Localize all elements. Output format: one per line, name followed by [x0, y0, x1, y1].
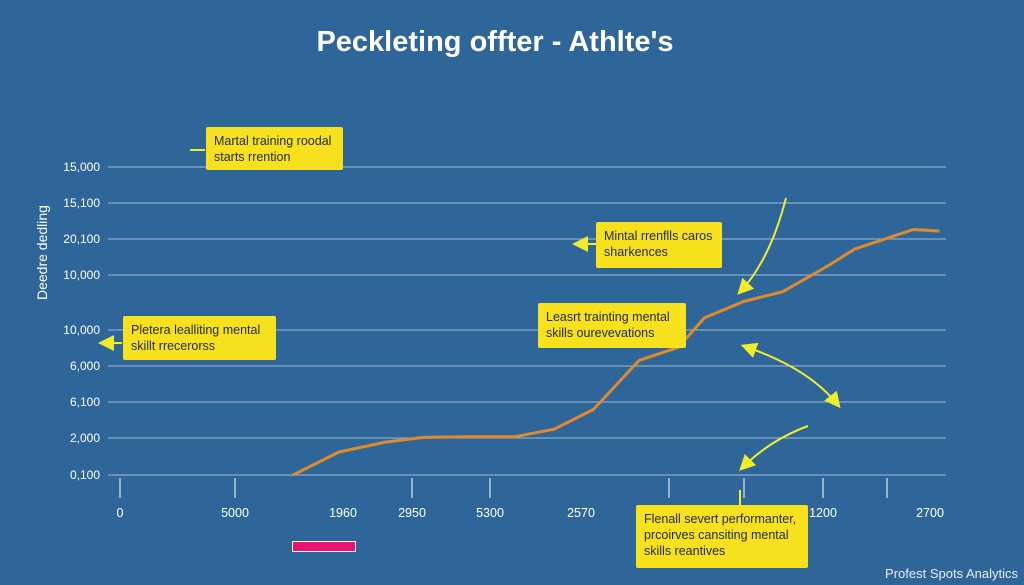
- y-tick-label: 6,100: [70, 395, 100, 409]
- y-tick-label: 15,100: [63, 196, 100, 210]
- y-tick-label: 6,000: [70, 359, 100, 373]
- annotation-a2: Mintal rrenflls caros sharkences: [596, 222, 722, 268]
- y-tick-label: 0,100: [70, 468, 100, 482]
- x-tick-label: 2570: [567, 506, 595, 520]
- x-tick-label: 1960: [329, 506, 357, 520]
- series-line: [292, 228, 940, 477]
- series-layer: [292, 228, 940, 477]
- annotation-a3-line1: Pletera lealliting mental: [131, 323, 261, 337]
- annotation-a5-line2: prcoirves cansiting mental: [644, 528, 789, 542]
- footer-credit: Profest Spots Analytics: [885, 566, 1018, 581]
- annotation-a5: Flenall severt performanter, prcoirves c…: [636, 505, 808, 568]
- x-tick-label: 2700: [916, 506, 944, 520]
- annotation-a4: Leasrt trainting mental skills ourevevat…: [538, 303, 686, 348]
- x-tick-label: 5000: [221, 506, 249, 520]
- y-tick-label: 10,000: [63, 323, 100, 337]
- x-tick-label: 5300: [476, 506, 504, 520]
- annotation-a4-line1: Leasrt trainting mental: [546, 310, 670, 324]
- arrow-curve-low: [739, 425, 809, 471]
- annotation-a1: Martal training roodal starts rrention: [206, 127, 343, 170]
- y-tick-label: 15,000: [63, 160, 100, 174]
- y-axis-label: Deedre dedling: [34, 205, 50, 300]
- annotation-a1-line2: starts rrention: [214, 150, 291, 164]
- y-axis-ticks: 15,000 15,100 20,100 10,000 10,000 6,000 6,100…: [63, 160, 100, 482]
- annotation-a5-line3: skills reantives: [644, 544, 726, 558]
- x-tick-label: 2950: [398, 506, 426, 520]
- annotation-a3-line2: skillt rrecerorss: [131, 339, 216, 353]
- annotation-a1-line1: Martal training roodal: [214, 134, 332, 148]
- chart-title: Peckleting offter - Athlte's: [316, 26, 674, 58]
- annotation-a4-line2: skills ourevevations: [546, 326, 655, 340]
- x-tick-label: 1200: [809, 506, 837, 520]
- y-tick-label: 20,100: [63, 232, 100, 246]
- accent-bar: [292, 541, 356, 552]
- annotation-a3: Pletera lealliting mental skillt rrecero…: [123, 316, 276, 360]
- arrow-curve-mid: [740, 342, 841, 409]
- y-tick-label: 10,000: [63, 268, 100, 282]
- arrow-curve-top: [737, 197, 787, 295]
- annotation-a5-line1: Flenall severt performanter,: [644, 512, 797, 526]
- annotation-a2-line1: Mintal rrenflls caros: [604, 229, 713, 243]
- annotation-a2-line2: sharkences: [604, 245, 668, 259]
- annotation-arrows: [98, 149, 841, 505]
- x-tick-label: 0: [117, 506, 124, 520]
- x-axis-ticks: 0 5000 1960 2950 5300 2570 1200 2700: [117, 478, 944, 520]
- y-tick-label: 2,000: [70, 431, 100, 445]
